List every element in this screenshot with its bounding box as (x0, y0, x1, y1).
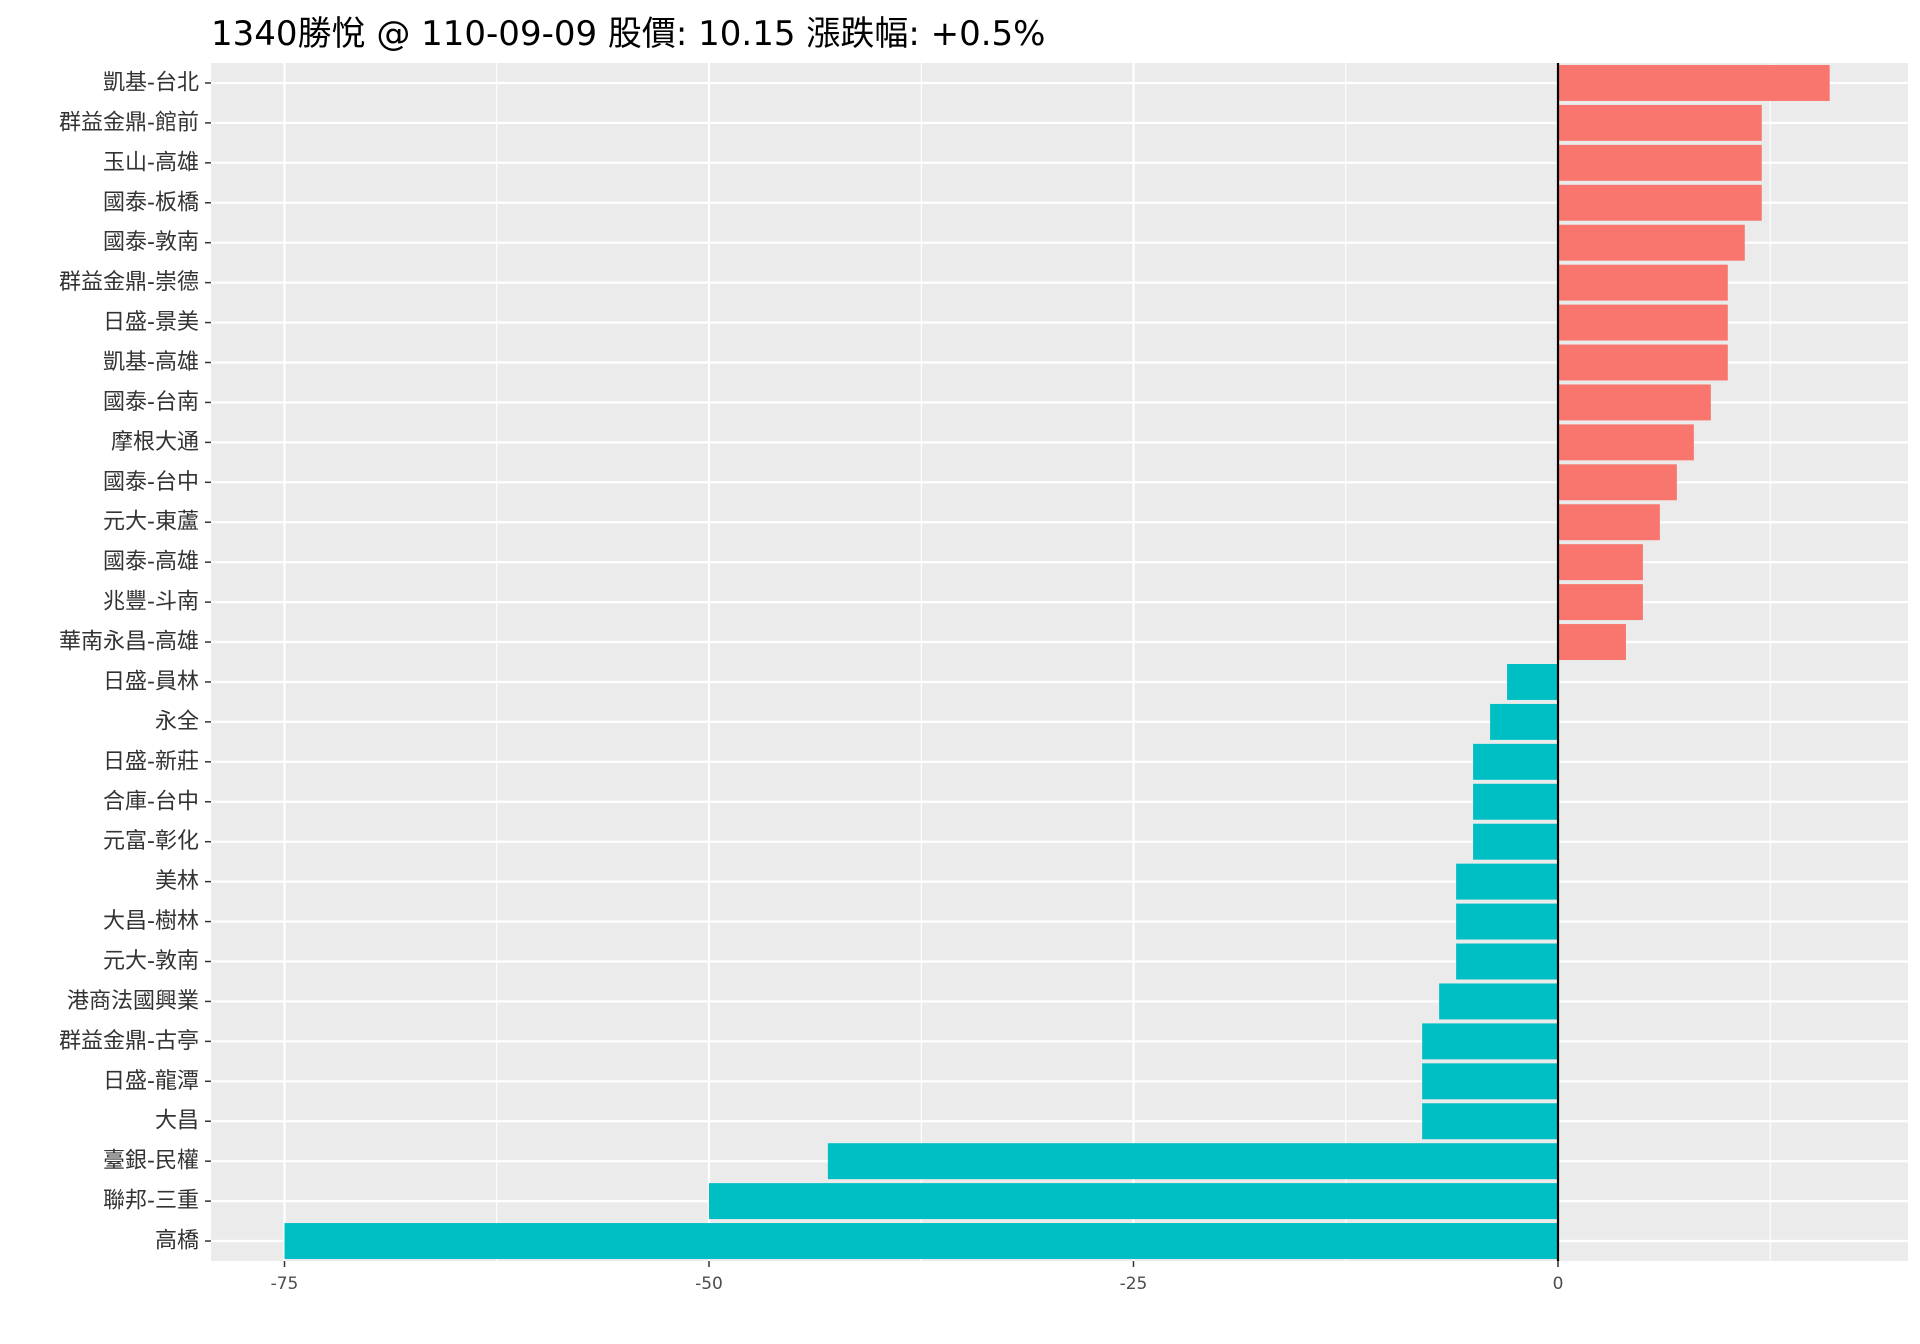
bar (1558, 504, 1660, 541)
bars-layer (284, 64, 1830, 1260)
x-axis-labels: -75 -50 -25 0 (271, 1261, 1564, 1294)
bar (1456, 943, 1558, 980)
bar (1558, 544, 1643, 581)
y-tick-label: 元富-彰化 (103, 829, 199, 854)
y-tick-label: 群益金鼎-館前 (59, 110, 199, 135)
bar (1558, 64, 1830, 101)
y-tick-label: 大昌-樹林 (103, 909, 199, 934)
y-tick-label: 日盛-景美 (103, 310, 199, 335)
bar (1558, 144, 1762, 181)
bar (1456, 903, 1558, 940)
bar (1422, 1023, 1558, 1060)
y-tick-label: 合庫-台中 (103, 789, 199, 814)
bar (1422, 1103, 1558, 1140)
bar (1558, 344, 1728, 381)
bar (1473, 743, 1558, 780)
y-tick-label: 美林 (155, 869, 199, 894)
y-tick-label: 港商法國興業 (67, 989, 199, 1014)
y-tick-label: 國泰-台中 (103, 470, 199, 495)
bar (1558, 584, 1643, 621)
y-tick-label: 群益金鼎-崇德 (59, 270, 199, 295)
bar (1490, 703, 1558, 740)
y-tick-label: 國泰-台南 (103, 390, 199, 415)
bar (1558, 424, 1694, 461)
bar (1558, 104, 1762, 141)
bar (1456, 863, 1558, 900)
y-tick-label: 玉山-高雄 (103, 150, 199, 175)
y-tick-label: 日盛-新莊 (103, 749, 199, 774)
y-tick-label: 國泰-高雄 (103, 550, 199, 575)
minor-gridlines (496, 63, 1771, 1261)
bar (1558, 184, 1762, 221)
bar (1473, 823, 1558, 860)
bar (1558, 624, 1626, 661)
y-tick-label: 日盛-員林 (103, 669, 199, 694)
y-tick-label: 元大-東蘆 (103, 510, 199, 535)
bar (1439, 983, 1558, 1020)
chart-title: 1340勝悅 @ 110-09-09 股價: 10.15 漲跌幅: +0.5% (211, 14, 1046, 54)
x-tick-label: -25 (1120, 1274, 1148, 1294)
plot-panel (211, 63, 1908, 1261)
bar (1558, 384, 1711, 421)
y-tick-label: 凱基-台北 (103, 70, 199, 95)
bar (1422, 1063, 1558, 1100)
y-tick-label: 兆豐-斗南 (103, 590, 199, 615)
y-tick-label: 日盛-龍潭 (103, 1069, 199, 1094)
x-tick-label: -50 (695, 1274, 723, 1294)
bar (1473, 783, 1558, 820)
bar (1558, 224, 1745, 261)
y-tick-label: 凱基-高雄 (103, 350, 199, 375)
y-tick-label: 國泰-敦南 (103, 230, 199, 255)
bar (1507, 663, 1558, 700)
x-tick-label: 0 (1553, 1274, 1564, 1294)
y-axis-labels: 凱基-台北群益金鼎-館前玉山-高雄國泰-板橋國泰-敦南群益金鼎-崇德日盛-景美凱… (59, 70, 211, 1254)
bar (1558, 264, 1728, 301)
y-tick-label: 大昌 (155, 1109, 199, 1134)
y-tick-label: 華南永昌-高雄 (59, 630, 199, 655)
y-tick-label: 群益金鼎-古亭 (59, 1029, 199, 1054)
y-tick-label: 元大-敦南 (103, 949, 199, 974)
bar (1558, 464, 1677, 501)
bar (284, 1223, 1558, 1260)
y-tick-label: 永全 (155, 709, 199, 734)
y-tick-label: 國泰-板橋 (103, 190, 199, 215)
bar (1558, 304, 1728, 341)
x-tick-label: -75 (271, 1274, 299, 1294)
y-tick-label: 摩根大通 (111, 430, 199, 455)
y-tick-label: 臺銀-民權 (103, 1149, 199, 1174)
bar (827, 1143, 1558, 1180)
bar (709, 1183, 1558, 1220)
y-tick-label: 高橋 (155, 1229, 199, 1254)
y-tick-label: 聯邦-三重 (103, 1189, 199, 1214)
